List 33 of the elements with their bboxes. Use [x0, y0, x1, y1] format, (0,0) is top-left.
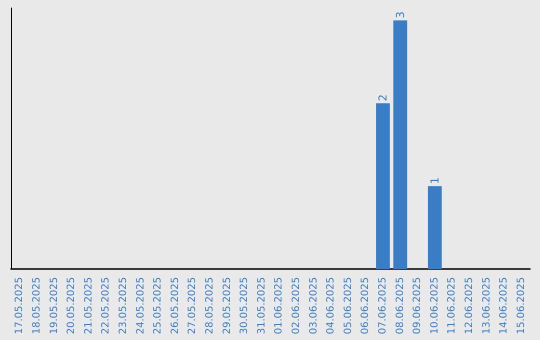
x-tick-label: 08.06.2025: [394, 277, 406, 334]
x-tick-label: 30.05.2025: [239, 277, 250, 334]
x-tick-label: 06.06.2025: [360, 277, 372, 334]
x-tick-label: 03.06.2025: [308, 277, 320, 334]
x-tick-label: 21.05.2025: [83, 277, 94, 334]
data-label: 3: [394, 11, 407, 18]
x-tick-label: 11.06.2025: [446, 277, 458, 334]
x-tick-label: 01.06.2025: [274, 277, 285, 334]
x-tick-label: 17.05.2025: [14, 277, 26, 334]
x-tick-label: 04.06.2025: [326, 277, 337, 334]
x-tick-label: 12.06.2025: [464, 277, 475, 334]
x-tick-label: 15.06.2025: [516, 277, 527, 334]
x-tick-label: 13.06.2025: [481, 277, 492, 334]
x-tick-label: 18.05.2025: [31, 277, 42, 334]
x-tick-label: 27.05.2025: [187, 277, 198, 334]
x-tick-label: 25.05.2025: [152, 277, 164, 334]
x-tick-label: 07.06.2025: [377, 277, 388, 334]
x-tick-label: 20.05.2025: [66, 277, 78, 334]
x-tick-label: 14.06.2025: [498, 277, 510, 334]
data-label: 2: [376, 94, 390, 102]
x-tick-label: 24.05.2025: [135, 277, 146, 334]
data-label: 1: [428, 177, 442, 184]
x-tick-label: 10.06.2025: [429, 277, 440, 334]
x-tick-label: 22.05.2025: [100, 277, 112, 334]
x-tick-label: 26.05.2025: [170, 277, 181, 334]
x-tick-label: 05.06.2025: [342, 277, 354, 334]
x-tick-label: 09.06.2025: [412, 277, 424, 334]
x-tick-label: 02.06.2025: [290, 277, 302, 334]
x-tick-label: 28.05.2025: [204, 277, 216, 334]
x-tick-label: 23.05.2025: [118, 277, 129, 334]
x-tick-label: 19.05.2025: [48, 277, 60, 334]
x-tick-label: 29.05.2025: [222, 277, 233, 334]
x-tick-label: 31.05.2025: [256, 277, 268, 334]
